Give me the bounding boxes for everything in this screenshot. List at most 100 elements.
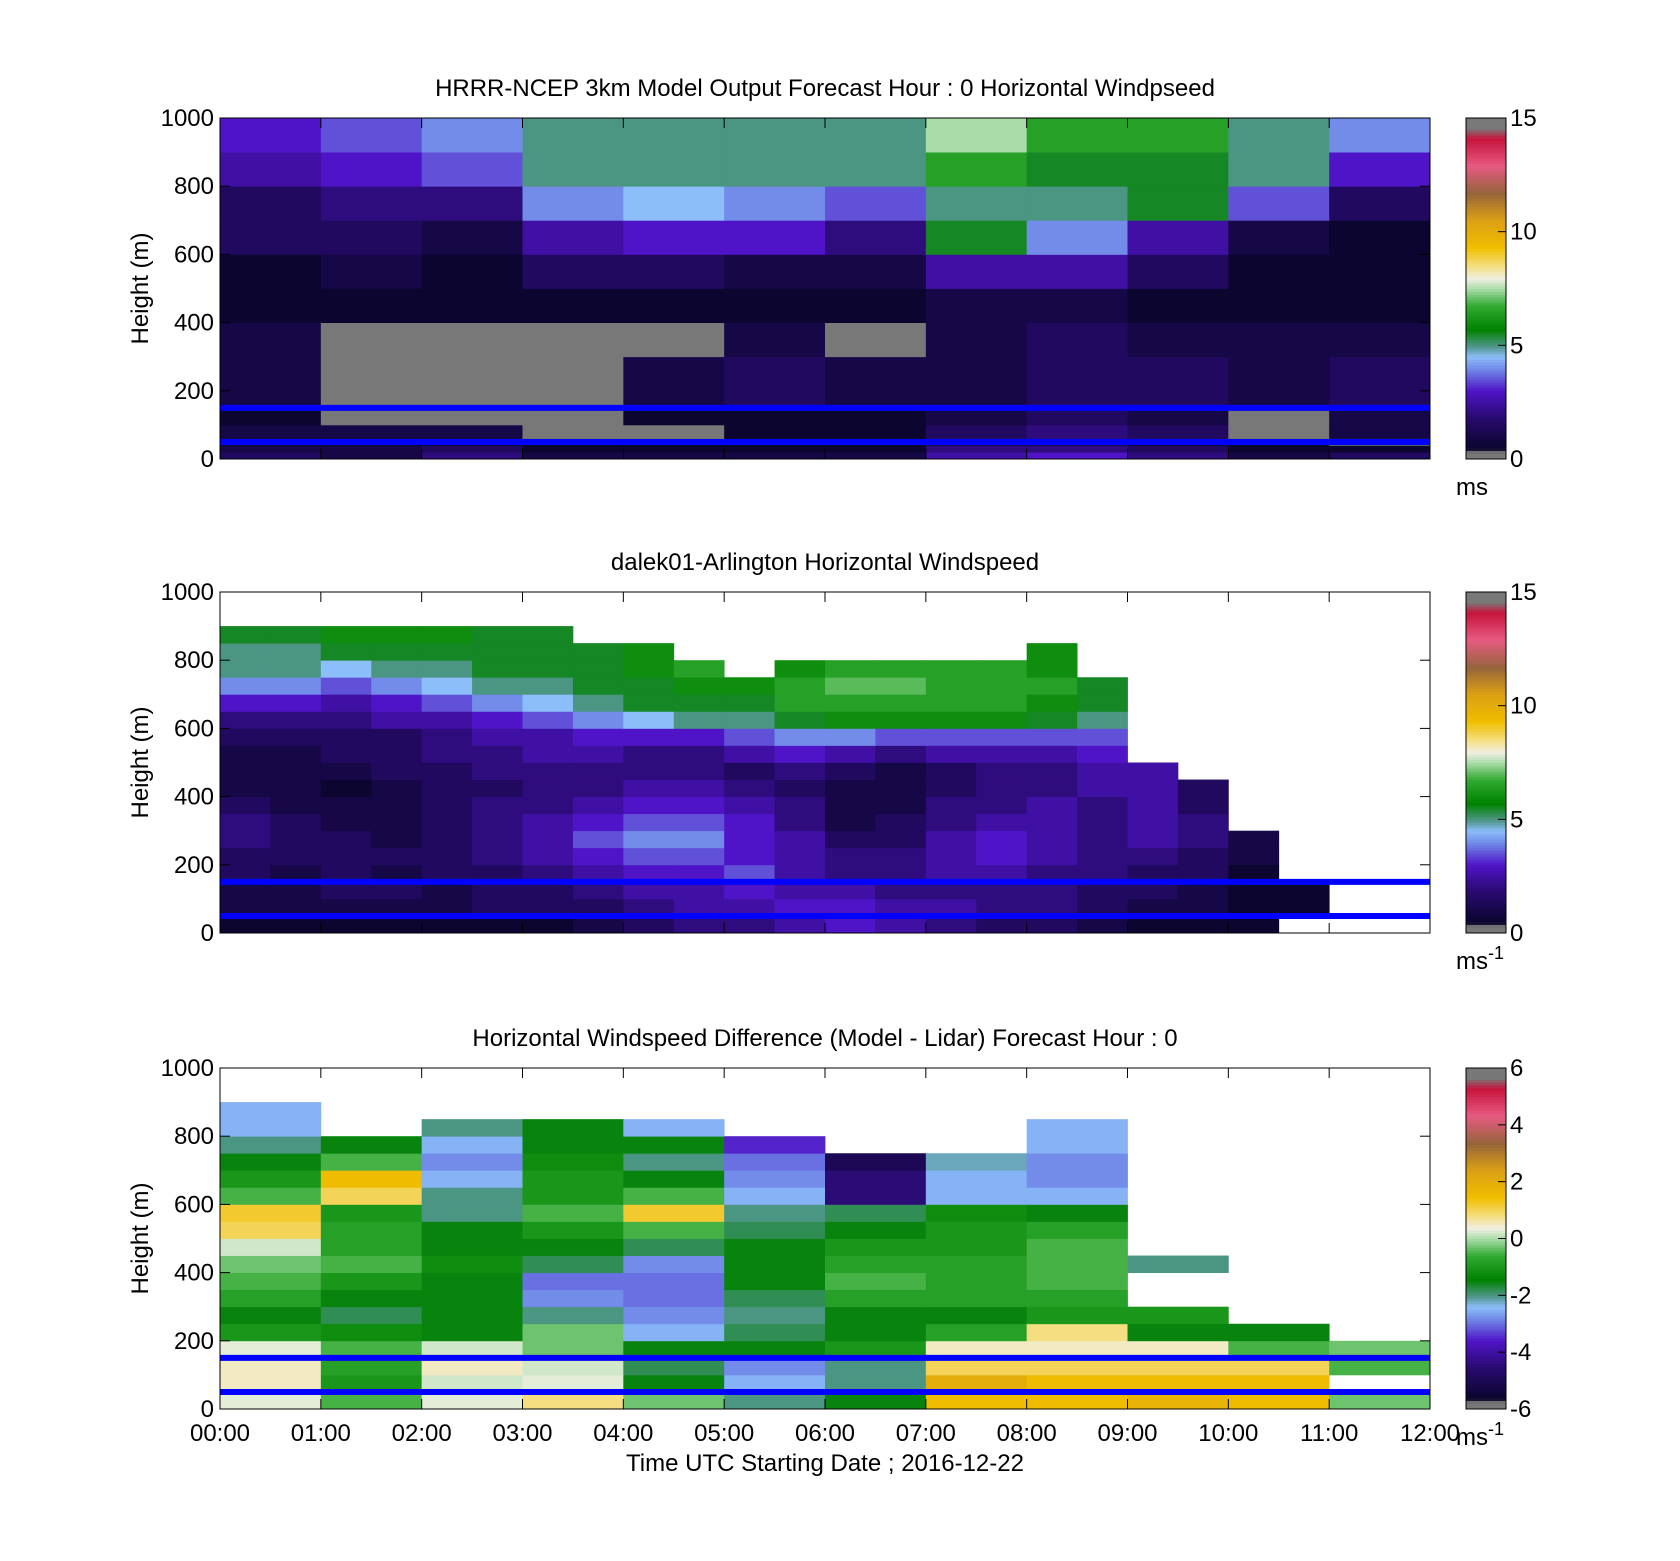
- colorbar-segment: [1466, 830, 1506, 835]
- heatmap-cell: [1026, 864, 1078, 883]
- heatmap-cell: [522, 694, 574, 712]
- heatmap-cell: [320, 694, 372, 712]
- colorbar-segment: [1466, 753, 1506, 758]
- heatmap-cell: [976, 694, 1028, 712]
- colorbar-segment: [1466, 225, 1506, 230]
- heatmap-cell: [1026, 796, 1078, 815]
- colorbar-segment: [1466, 254, 1506, 258]
- heatmap-cell: [976, 915, 1028, 934]
- heatmap-cell: [421, 424, 523, 439]
- colorbar-segment: [1466, 424, 1506, 429]
- heatmap-cell: [1026, 643, 1078, 661]
- heatmap-cell: [421, 452, 523, 460]
- heatmap-cell: [522, 1374, 624, 1393]
- heatmap-cell: [623, 796, 675, 815]
- heatmap-cell: [472, 762, 523, 780]
- colorbar-segment: [1466, 163, 1506, 167]
- heatmap-cell: [522, 424, 624, 439]
- colorbar-segment: [1466, 688, 1506, 692]
- heatmap-cell: [522, 1221, 624, 1239]
- heatmap-cell: [220, 254, 322, 289]
- heatmap-cell: [472, 660, 523, 678]
- colorbar-segment: [1466, 308, 1506, 312]
- heatmap-cell: [1228, 881, 1280, 900]
- heatmap-cell: [875, 864, 927, 883]
- colorbar-segment: [1466, 1332, 1506, 1336]
- heatmap-cell: [1127, 830, 1179, 849]
- colorbar-segment: [1466, 1295, 1506, 1299]
- colorbar-segment: [1466, 637, 1506, 641]
- heatmap-cell: [1127, 356, 1229, 392]
- heatmap-cell: [825, 711, 876, 729]
- colorbar-segment: [1466, 382, 1506, 386]
- heatmap-cell: [1026, 830, 1078, 849]
- heatmap-cell: [925, 356, 1028, 392]
- colorbar-segment: [1466, 1150, 1506, 1154]
- heatmap-cell: [1127, 1255, 1229, 1273]
- colorbar-segment: [1466, 126, 1506, 130]
- colorbar-segment: [1466, 790, 1506, 795]
- colorbar-segment: [1466, 1147, 1506, 1151]
- heatmap-cell: [925, 830, 977, 849]
- heatmap-cell: [220, 390, 322, 409]
- colorbar-segment: [1466, 907, 1506, 911]
- colorbar-segment: [1466, 1093, 1506, 1097]
- colorbar-segment: [1466, 410, 1506, 415]
- heatmap-cell: [421, 1374, 523, 1393]
- colorbar-segment: [1466, 665, 1506, 670]
- colorbar-segment: [1466, 896, 1506, 900]
- heatmap-cell: [472, 915, 523, 934]
- heatmap-cell: [522, 407, 624, 426]
- colorbar-segment: [1466, 910, 1506, 914]
- colorbar-segment: [1466, 271, 1506, 275]
- colorbar-segment: [1466, 1144, 1506, 1149]
- heatmap-cell: [774, 813, 826, 832]
- colorbar-segment: [1466, 157, 1506, 162]
- heatmap-cell: [623, 118, 725, 153]
- heatmap-cell: [572, 728, 624, 746]
- heatmap-cell: [623, 1187, 725, 1205]
- heatmap-cell: [270, 626, 322, 644]
- heatmap-cell: [673, 694, 725, 712]
- heatmap-cell: [572, 864, 624, 883]
- colorbar-segment: [1466, 819, 1506, 823]
- colorbar-segment: [1466, 1124, 1506, 1129]
- heatmap-cell: [522, 254, 624, 289]
- heatmap-cell: [220, 1187, 322, 1205]
- heatmap-cell: [825, 254, 927, 289]
- heatmap-cell: [1329, 452, 1431, 460]
- y-tick-label: 800: [174, 1123, 214, 1150]
- colorbar-segment: [1466, 1366, 1506, 1370]
- heatmap-cell: [320, 254, 423, 289]
- heatmap-cell: [522, 186, 624, 221]
- heatmap-cell: [623, 728, 675, 746]
- heatmap-cell: [220, 915, 271, 934]
- heatmap-cell: [774, 728, 826, 746]
- colorbar-segment: [1466, 430, 1506, 434]
- heatmap-cell: [572, 915, 624, 934]
- colorbar-segment: [1466, 146, 1506, 150]
- heatmap-cell: [472, 745, 523, 763]
- heatmap-cell: [472, 643, 523, 661]
- colorbar-segment: [1466, 1309, 1506, 1313]
- heatmap-cell: [925, 677, 977, 695]
- colorbar-segment: [1466, 1238, 1506, 1242]
- colorbar-segment: [1466, 1275, 1506, 1279]
- heatmap-cell: [1026, 186, 1128, 221]
- heatmap-cell: [1127, 452, 1229, 460]
- heatmap-cell: [472, 728, 523, 746]
- heatmap-cell: [623, 1119, 725, 1137]
- heatmap-cell: [1026, 745, 1078, 763]
- heatmap-cell: [673, 881, 725, 900]
- colorbar-segment: [1466, 691, 1506, 695]
- colorbar-segment: [1466, 1389, 1506, 1393]
- colorbar-segment: [1466, 1130, 1506, 1134]
- heatmap-cell: [925, 118, 1028, 153]
- heatmap-cell: [270, 796, 322, 815]
- heatmap-cell: [1177, 813, 1229, 832]
- colorbar-segment: [1466, 240, 1506, 244]
- colorbar-segment: [1466, 887, 1506, 891]
- heatmap-cell: [623, 424, 725, 439]
- y-tick-label: 800: [174, 647, 214, 674]
- heatmap-cell: [774, 745, 826, 763]
